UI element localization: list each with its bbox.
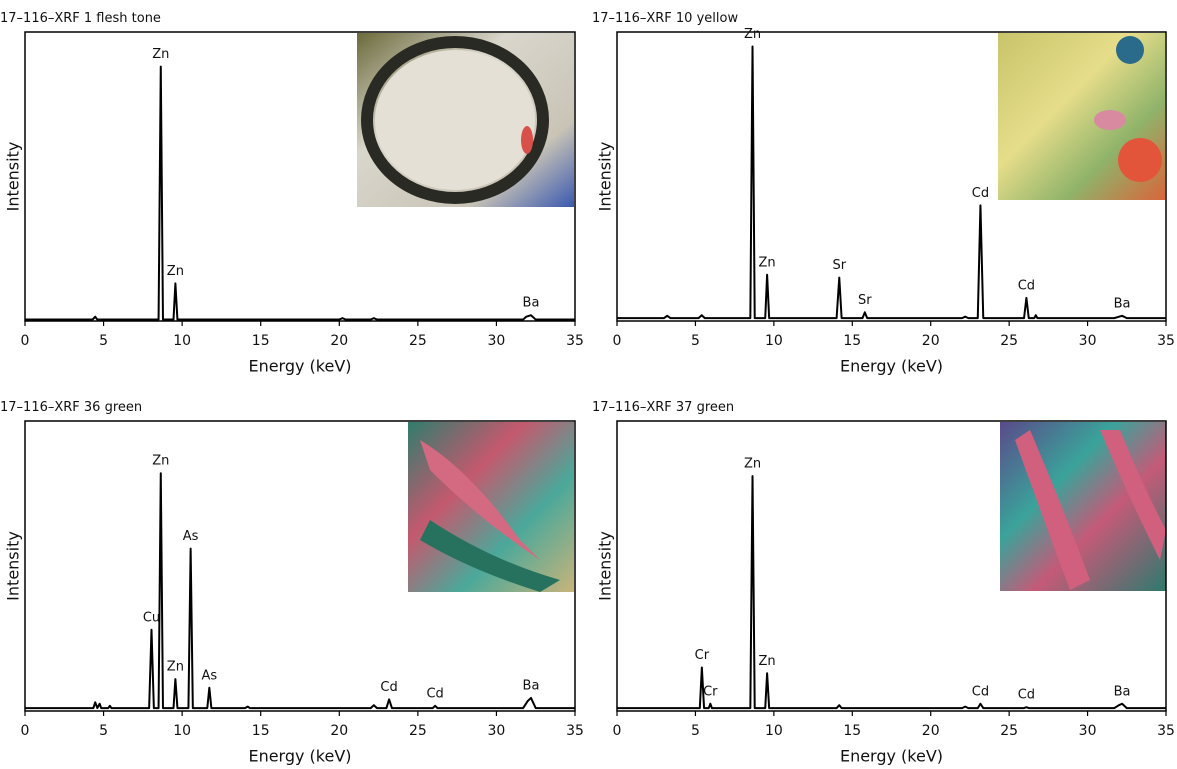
peak-label: Cd bbox=[1018, 688, 1035, 703]
x-tick-label: 35 bbox=[566, 333, 584, 349]
x-tick-label: 15 bbox=[843, 333, 861, 349]
y-axis-label: Intensity bbox=[4, 531, 23, 601]
x-axis-label: Energy (keV) bbox=[248, 747, 351, 766]
peak-label: Cd bbox=[972, 684, 989, 699]
x-axis-label: Energy (keV) bbox=[248, 357, 351, 376]
y-axis-label: Intensity bbox=[596, 142, 615, 212]
x-tick-label: 25 bbox=[1000, 333, 1018, 349]
peak-label: Zn bbox=[744, 457, 761, 472]
peak-label: Cr bbox=[695, 648, 710, 663]
inset-image bbox=[1000, 422, 1166, 591]
peak-label: Ba bbox=[1114, 684, 1131, 699]
chart-title: 17–116–XRF 10 yellow bbox=[592, 11, 738, 26]
axes-frame bbox=[24, 31, 576, 322]
x-tick-label: 15 bbox=[843, 723, 861, 739]
x-tick-label: 0 bbox=[613, 333, 622, 349]
x-tick-label: 30 bbox=[1079, 333, 1097, 349]
peak-label: Zn bbox=[167, 264, 184, 279]
peak-label: Ba bbox=[523, 678, 540, 693]
x-tick-label: 5 bbox=[99, 333, 108, 349]
x-tick-label: 5 bbox=[691, 723, 700, 739]
spectrum-line bbox=[617, 475, 1166, 710]
x-tick-label: 10 bbox=[765, 333, 783, 349]
x-tick-label: 5 bbox=[99, 723, 108, 739]
peak-label: Zn bbox=[759, 255, 776, 270]
x-tick-label: 15 bbox=[252, 333, 270, 349]
x-tick-label: 20 bbox=[922, 723, 940, 739]
x-tick-label: 15 bbox=[252, 723, 270, 739]
peak-label: Cd bbox=[972, 186, 989, 201]
x-tick-label: 0 bbox=[21, 333, 30, 349]
y-axis-label: Intensity bbox=[4, 142, 23, 212]
peak-label: Zn bbox=[152, 454, 169, 469]
peak-label: Cd bbox=[380, 680, 397, 695]
x-tick-label: 30 bbox=[1079, 723, 1097, 739]
x-tick-label: 30 bbox=[488, 723, 506, 739]
peak-label: Zn bbox=[167, 660, 184, 675]
peak-label: Zn bbox=[759, 654, 776, 669]
x-axis-label: Energy (keV) bbox=[840, 357, 943, 376]
peak-label: Cu bbox=[143, 610, 160, 625]
chart-title: 17–116–XRF 36 green bbox=[0, 400, 142, 415]
x-tick-label: 10 bbox=[765, 723, 783, 739]
x-tick-label: 25 bbox=[1000, 723, 1018, 739]
x-tick-label: 25 bbox=[409, 723, 427, 739]
x-tick-label: 30 bbox=[488, 333, 506, 349]
x-tick-label: 0 bbox=[613, 723, 622, 739]
x-tick-label: 35 bbox=[566, 723, 584, 739]
x-tick-label: 5 bbox=[691, 333, 700, 349]
spectrum-line bbox=[25, 472, 575, 710]
peak-label: Zn bbox=[744, 27, 761, 42]
axes-frame bbox=[616, 31, 1167, 322]
peak-label: Cd bbox=[426, 686, 443, 701]
peak-label: As bbox=[183, 529, 199, 544]
axes-frame bbox=[24, 420, 576, 712]
inset-image bbox=[408, 422, 574, 592]
x-tick-label: 0 bbox=[21, 723, 30, 739]
x-tick-label: 20 bbox=[330, 333, 348, 349]
chart-title: 17–116–XRF 1 flesh tone bbox=[0, 11, 161, 26]
inset-image bbox=[357, 33, 574, 207]
peak-label: Ba bbox=[523, 296, 540, 311]
x-tick-label: 35 bbox=[1157, 333, 1175, 349]
peak-label: Cd bbox=[1018, 278, 1035, 293]
x-tick-label: 25 bbox=[409, 333, 427, 349]
y-axis-label: Intensity bbox=[596, 531, 615, 601]
peak-label: Ba bbox=[1114, 296, 1131, 311]
peak-label: Zn bbox=[152, 47, 169, 62]
x-tick-label: 10 bbox=[173, 333, 191, 349]
peak-label: As bbox=[201, 668, 217, 683]
x-tick-label: 10 bbox=[173, 723, 191, 739]
chart-title: 17–116–XRF 37 green bbox=[592, 400, 734, 415]
axes-frame bbox=[616, 420, 1167, 712]
spectrum-line bbox=[617, 45, 1166, 320]
peak-label: Sr bbox=[858, 293, 872, 308]
x-tick-label: 20 bbox=[922, 333, 940, 349]
peak-label: Sr bbox=[832, 258, 846, 273]
inset-image bbox=[998, 33, 1165, 200]
x-tick-label: 20 bbox=[330, 723, 348, 739]
peak-label: Cr bbox=[703, 684, 718, 699]
x-axis-label: Energy (keV) bbox=[840, 747, 943, 766]
spectrum-line bbox=[25, 65, 575, 321]
x-tick-label: 35 bbox=[1157, 723, 1175, 739]
